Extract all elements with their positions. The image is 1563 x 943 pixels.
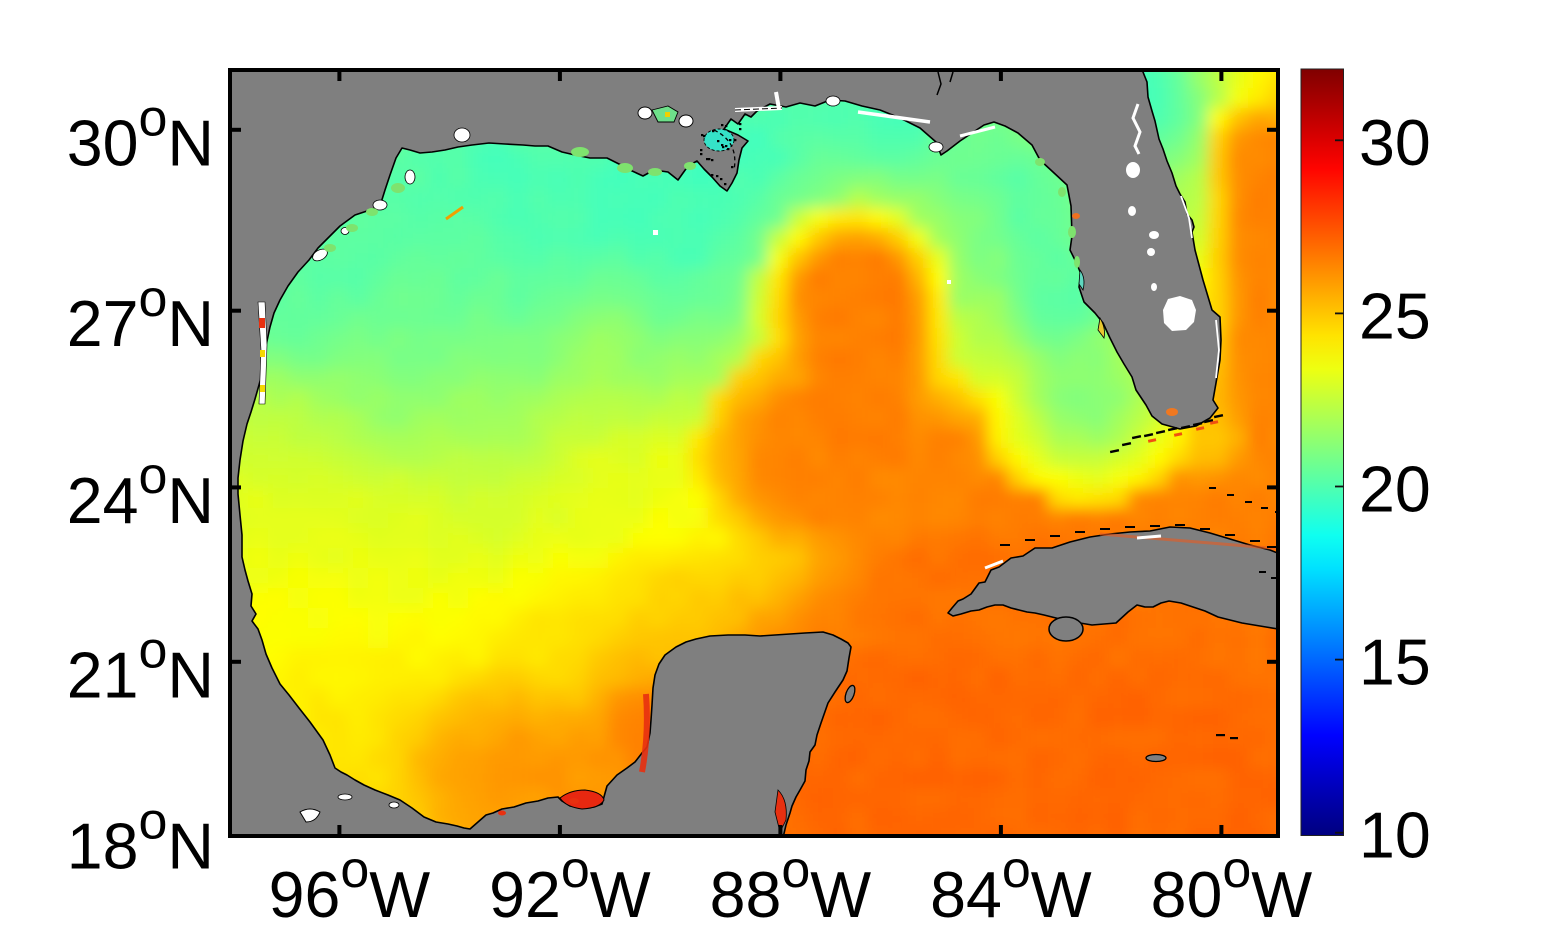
svg-text:20: 20: [1359, 453, 1431, 525]
svg-text:10: 10: [1359, 800, 1431, 872]
svg-text:25: 25: [1359, 280, 1431, 352]
svg-text:15: 15: [1359, 627, 1431, 699]
svg-text:30: 30: [1359, 107, 1431, 179]
